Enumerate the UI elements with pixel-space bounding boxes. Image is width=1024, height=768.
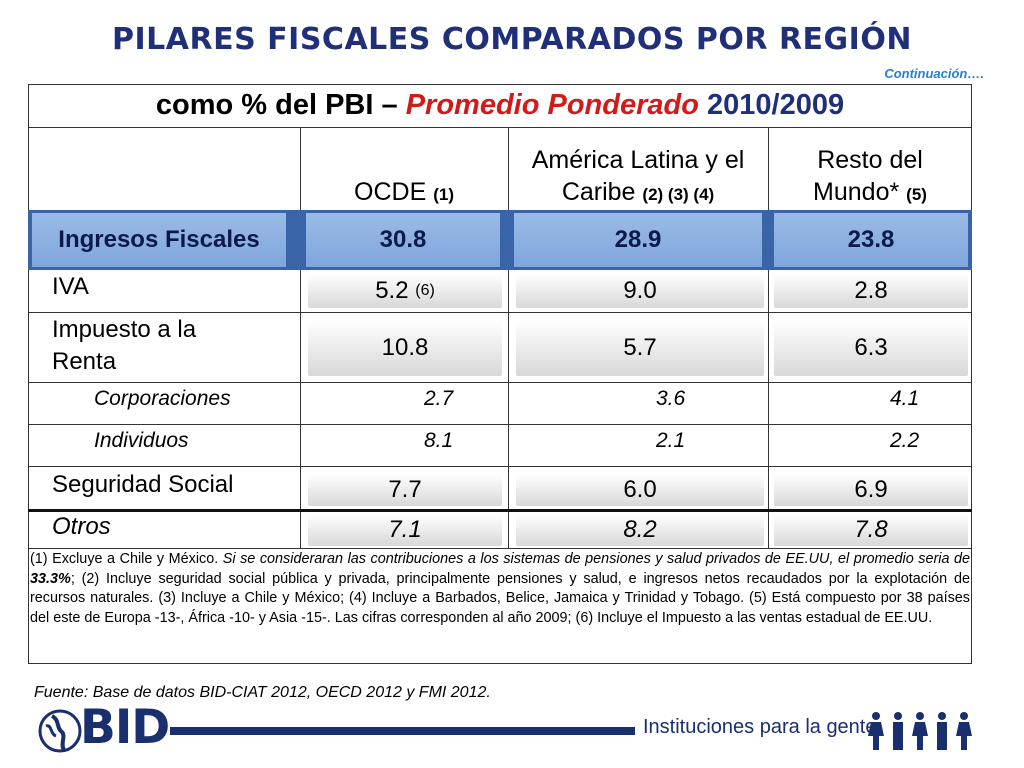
- value-text: 5.2: [375, 277, 409, 304]
- footnote-part: (1) Excluye a Chile y México.: [30, 551, 223, 567]
- value-iva-resto: 2.8: [774, 274, 968, 308]
- value-individuos-resto: 2.2: [890, 429, 920, 452]
- value-renta-resto: 6.3: [774, 320, 968, 376]
- col-header-note: (5): [906, 185, 927, 204]
- globe-logo-icon: [38, 709, 82, 753]
- value-iva-latam: 9.0: [516, 274, 764, 308]
- row-label-iva: IVA: [52, 273, 89, 300]
- value-ingresos-resto: 23.8: [774, 213, 968, 267]
- grid-line: [28, 312, 972, 313]
- value-note: (6): [415, 282, 435, 299]
- grid-line: [28, 382, 972, 383]
- col-header-note: (1): [433, 185, 454, 204]
- col-header-line2: Caribe: [561, 178, 643, 206]
- row-label-renta: Impuesto a la Renta: [52, 314, 196, 378]
- footer-band: [170, 727, 635, 735]
- value-otros-resto: 7.8: [774, 514, 968, 546]
- grid-line: [300, 270, 301, 548]
- value-otros-ocde: 7.1: [308, 514, 502, 546]
- people-icon: [868, 712, 972, 750]
- row-label-otros: Otros: [52, 513, 111, 540]
- footnote-part: ; (2) Incluye seguridad social pública y…: [30, 570, 970, 626]
- col-header-line1: América Latina y el: [531, 146, 745, 174]
- row-label-line2: Renta: [52, 348, 117, 375]
- grid-line: [28, 548, 972, 549]
- row-label-individuos: Individuos: [94, 429, 189, 452]
- col-header-note: (2) (3) (4): [642, 185, 715, 204]
- footer-tagline: Instituciones para la gente: [643, 716, 877, 738]
- col-header-line2: Mundo*: [813, 178, 907, 206]
- col-header-label: OCDE: [354, 178, 434, 206]
- value-seguridad-latam: 6.0: [516, 474, 764, 506]
- table-frame: [28, 84, 972, 664]
- row-label-seguridad: Seguridad Social: [52, 471, 234, 498]
- grid-line: [768, 270, 769, 548]
- heading-year: 2010/2009: [698, 89, 845, 121]
- grid-line: [508, 128, 509, 210]
- value-corporaciones-resto: 4.1: [890, 387, 920, 410]
- value-iva-ocde: 5.2 (6): [308, 274, 502, 308]
- heading-accent: Promedio Ponderado: [405, 89, 699, 121]
- bid-logo-text: BID: [80, 700, 170, 755]
- value-individuos-latam: 2.1: [656, 429, 686, 452]
- footnote-italic: Si se consideraran las contribuciones a …: [222, 551, 970, 567]
- col-header-line1: Resto del: [817, 146, 923, 174]
- row-label-line1: Impuesto a la: [52, 316, 197, 343]
- value-renta-latam: 5.7: [516, 320, 764, 376]
- row-label-corporaciones: Corporaciones: [94, 387, 231, 410]
- value-individuos-ocde: 8.1: [424, 429, 454, 452]
- value-corporaciones-ocde: 2.7: [424, 387, 454, 410]
- value-seguridad-ocde: 7.7: [308, 474, 502, 506]
- value-ingresos-latam: 28.9: [514, 213, 762, 267]
- heading-text: como % del PBI –: [155, 89, 406, 121]
- grid-line: [768, 128, 769, 210]
- grid-line: [28, 509, 972, 512]
- slide-title: PILARES FISCALES COMPARADOS POR REGIÓN: [112, 22, 912, 57]
- value-seguridad-resto: 6.9: [774, 474, 968, 506]
- col-header-ocde: OCDE (1): [300, 176, 508, 211]
- grid-line: [508, 270, 509, 548]
- value-renta-ocde: 10.8: [308, 320, 502, 376]
- col-header-latam: América Latina y el Caribe (2) (3) (4): [508, 144, 768, 211]
- value-otros-latam: 8.2: [516, 514, 764, 546]
- value-ingresos-ocde: 30.8: [306, 213, 500, 267]
- grid-line: [300, 128, 301, 210]
- footnotes: (1) Excluye a Chile y México. Si se cons…: [30, 550, 970, 628]
- col-header-resto: Resto del Mundo* (5): [768, 144, 972, 211]
- table-heading: como % del PBI – Promedio Ponderado 2010…: [28, 84, 972, 128]
- value-corporaciones-latam: 3.6: [656, 387, 686, 410]
- footnote-bold: 33.3%: [30, 570, 71, 587]
- row-label-ingresos: Ingresos Fiscales: [32, 213, 286, 267]
- grid-line: [28, 424, 972, 425]
- continuation-label: Continuación….: [884, 66, 984, 81]
- grid-line: [28, 466, 972, 467]
- source-text: Fuente: Base de datos BID-CIAT 2012, OEC…: [34, 684, 491, 701]
